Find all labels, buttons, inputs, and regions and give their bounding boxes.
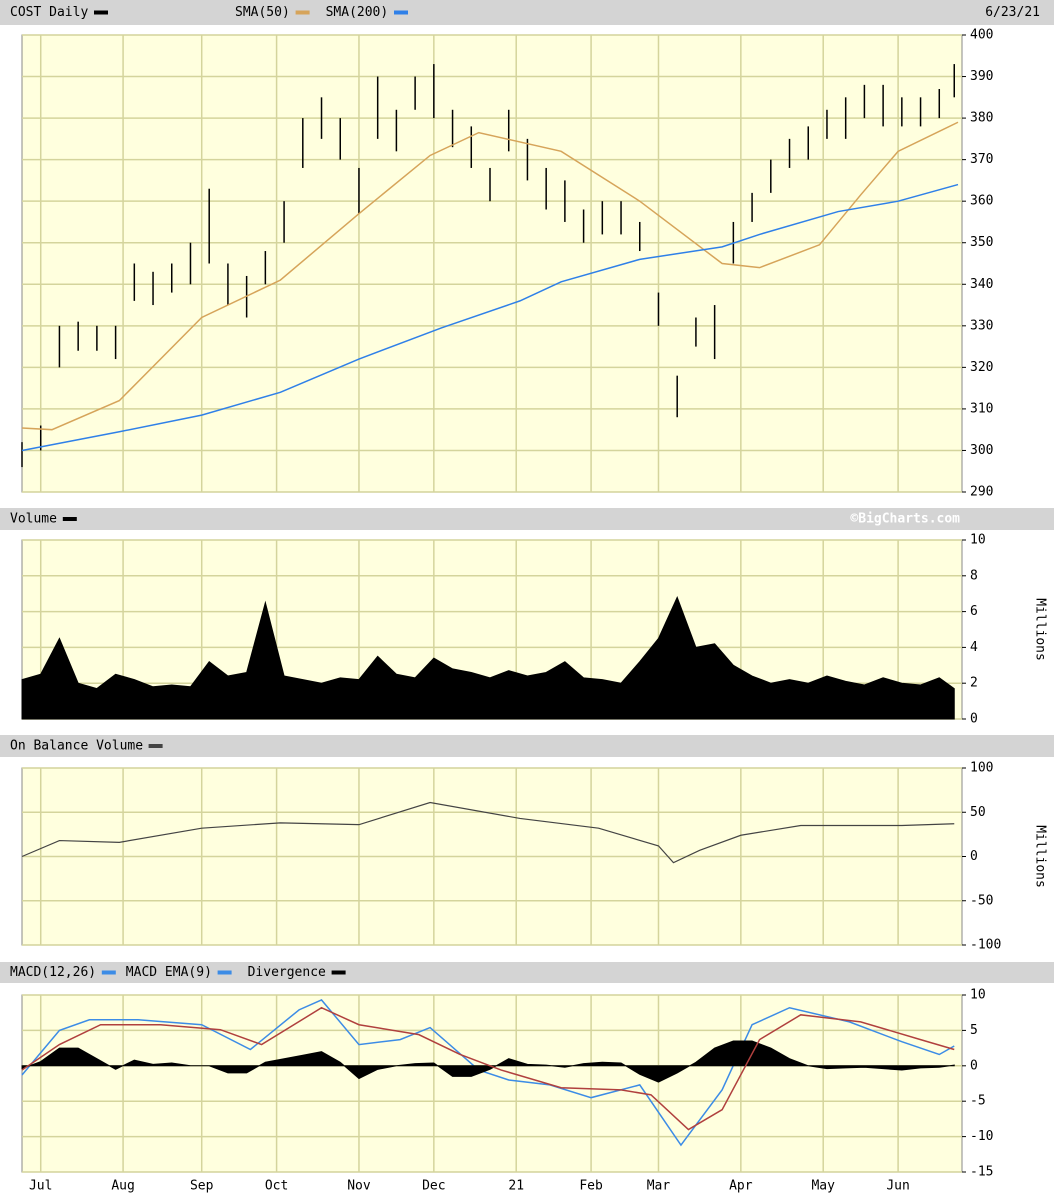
panel-title: On Balance Volume (10, 739, 143, 754)
legend-swatch (62, 517, 77, 521)
y-tick-label: 390 (970, 69, 993, 84)
y-tick-label: 360 (970, 194, 993, 209)
x-tick-label: Mar (647, 1179, 671, 1194)
y-tick-label: 320 (970, 360, 993, 375)
y-tick-label: -10 (970, 1129, 993, 1144)
y-tick-label: -5 (970, 1094, 986, 1109)
legend-swatch (148, 744, 163, 748)
y-axis-label: Millions (1033, 598, 1048, 661)
legend-swatch (295, 10, 310, 15)
series-line (21, 1006, 955, 1131)
panel-header (0, 508, 1054, 530)
y-tick-label: -100 (970, 938, 1001, 953)
x-tick-label: Jul (29, 1179, 52, 1194)
legend-swatch (101, 970, 116, 975)
y-tick-label: 10 (970, 988, 986, 1003)
panel-title: COST Daily (10, 5, 88, 20)
y-tick-label: 300 (970, 443, 993, 458)
panel-header (0, 0, 1054, 25)
x-tick-label: Aug (111, 1179, 134, 1194)
x-tick-label: Oct (265, 1179, 288, 1194)
x-tick-label: Apr (729, 1179, 753, 1194)
y-tick-label: 6 (970, 604, 978, 619)
panel-title: MACD(12,26) (10, 965, 96, 980)
legend-label: MACD EMA(9) (126, 965, 212, 980)
legend-label: SMA(50) (235, 5, 290, 20)
y-tick-label: 350 (970, 235, 993, 250)
x-tick-label: Dec (422, 1179, 445, 1194)
y-tick-label: 340 (970, 277, 993, 292)
x-tick-label: Feb (579, 1179, 603, 1194)
y-tick-label: -15 (970, 1165, 993, 1180)
series-line (21, 121, 959, 431)
date-label: 6/23/21 (985, 5, 1040, 20)
y-tick-label: 50 (970, 805, 986, 820)
histogram (21, 1040, 955, 1083)
y-tick-label: 380 (970, 111, 993, 126)
y-tick-label: 100 (970, 761, 993, 776)
y-tick-label: 10 (970, 533, 986, 548)
series-line (21, 999, 955, 1147)
x-tick-label: Jun (886, 1179, 909, 1194)
y-tick-label: 8 (970, 568, 978, 583)
legend-swatch (217, 970, 232, 975)
legend-label: SMA(200) (326, 5, 389, 20)
plot-background (21, 994, 963, 1173)
y-tick-label: 2 (970, 676, 978, 691)
legend-swatch (394, 10, 408, 15)
y-tick-label: 370 (970, 152, 993, 167)
y-tick-label: -50 (970, 893, 993, 908)
panel-header (0, 962, 1054, 983)
series-line (21, 183, 959, 452)
y-tick-label: 0 (970, 1058, 978, 1073)
volume-area (21, 595, 955, 720)
panel-header (0, 735, 1054, 757)
x-tick-label: Nov (347, 1179, 371, 1194)
y-tick-label: 0 (970, 849, 978, 864)
y-tick-label: 4 (970, 640, 978, 655)
x-tick-label: May (811, 1179, 835, 1194)
y-tick-label: 310 (970, 401, 993, 416)
credit-label: ©BigCharts.com (850, 512, 960, 527)
legend-swatch (331, 970, 346, 975)
y-axis-label: Millions (1033, 825, 1048, 888)
x-tick-label: 21 (508, 1179, 524, 1194)
y-tick-label: 330 (970, 318, 993, 333)
y-tick-label: 290 (970, 485, 993, 500)
x-tick-label: Sep (190, 1179, 214, 1194)
panel-title: Volume (10, 512, 57, 527)
legend-label: Divergence (248, 965, 326, 980)
obv-line (21, 801, 955, 864)
y-tick-label: 400 (970, 28, 993, 43)
y-tick-label: 0 (970, 712, 978, 727)
plot-background (21, 34, 963, 493)
y-tick-label: 5 (970, 1023, 978, 1038)
legend-swatch (94, 10, 108, 15)
